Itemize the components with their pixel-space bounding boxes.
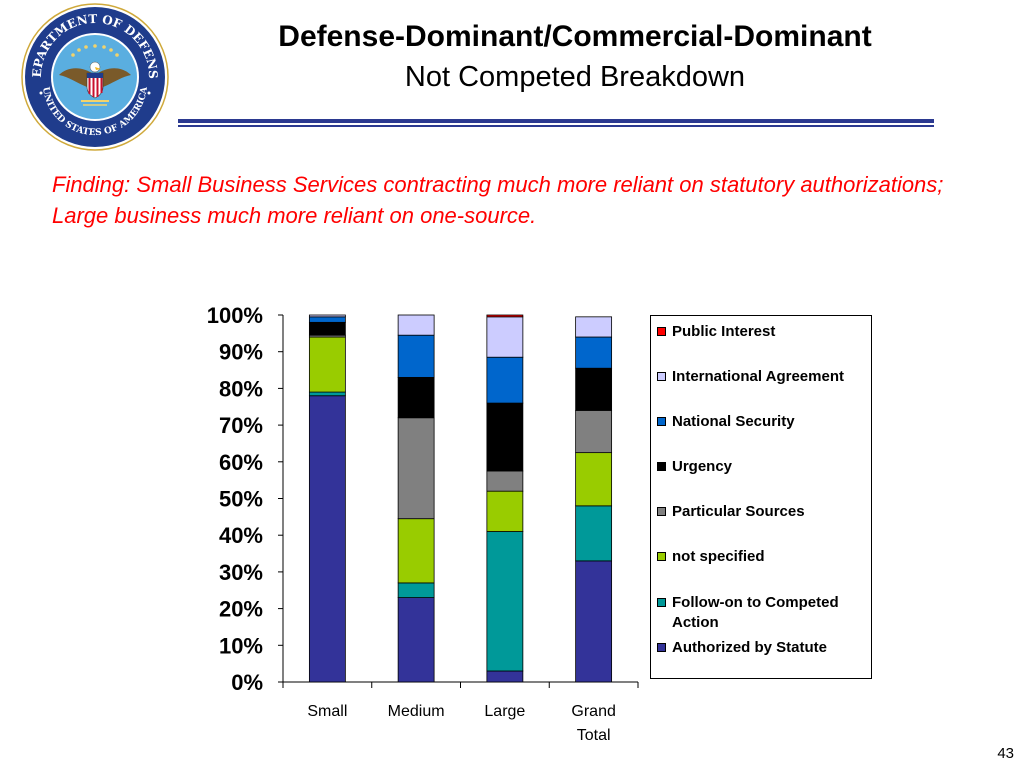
bar-segment [486,470,524,492]
bar-segment [397,334,435,378]
page-number: 43 [997,745,1014,762]
x-tick-label: Grand Total [571,703,615,744]
bar-segment [486,402,524,472]
legend-swatch [657,327,666,336]
bar-segment [575,367,613,411]
bar-segment [308,336,346,393]
bar-segment [486,356,524,404]
legend-swatch [657,372,666,381]
bar-segment [397,582,435,598]
bar-segment [486,531,524,672]
bar-segment [575,505,613,562]
legend-label: Follow-on to Competed Action [672,594,839,631]
y-tick-label: 70% [219,413,263,438]
legend-swatch [657,417,666,426]
x-tick-label: Medium [388,703,445,720]
legend-label: not specified [672,548,765,565]
legend-swatch [657,462,666,471]
y-tick-label: 60% [219,450,263,475]
bar-segment [397,518,435,584]
bar-segment [308,391,346,397]
bar-segment [397,376,435,419]
legend-swatch [657,507,666,516]
bar-segment [486,670,524,683]
y-tick-label: 100% [207,303,263,328]
legend-swatch [657,643,666,652]
slide-title: Defense-Dominant/Commercial-Dominant [278,20,872,53]
y-tick-label: 20% [219,597,263,622]
header-rule-thick [178,119,934,123]
y-tick-label: 0% [231,670,263,695]
bar-segment [486,316,524,358]
header-rule-thin [178,125,934,127]
bar-segment [397,597,435,683]
bar-segment [486,490,524,532]
legend-label: Urgency [672,458,733,475]
bar-segment [308,395,346,683]
bar-segment [575,336,613,369]
y-tick-label: 40% [219,523,263,548]
x-tick-label: Large [484,703,525,720]
bar-segment [575,316,613,338]
legend-label: Particular Sources [672,503,805,520]
slide-subtitle: Not Competed Breakdown [404,61,746,93]
chart-legend: Public Interest International Agreement Na… [650,315,872,679]
bar-segment [308,314,346,318]
legend-label: Authorized by Statute [672,639,828,656]
dod-seal-logo: DEPARTMENT OF DEFENSE UNITED STATES OF A… [21,3,169,151]
bar-segment [397,417,435,520]
bar-segment [308,316,346,323]
finding-text: Finding: Small Business Services contrac… [52,172,944,228]
legend-label: International Agreement [672,368,844,385]
bar-segment [308,321,346,336]
bar-segment [486,314,524,318]
bar-segment [575,452,613,507]
legend-swatch [657,598,666,607]
legend-label: National Security [672,413,795,430]
x-tick-label: Small [307,703,347,720]
legend-swatch [657,552,666,561]
y-tick-label: 30% [219,560,263,585]
bar-segment [575,410,613,454]
legend-label: Public Interest [672,323,776,340]
bar-segment [575,560,613,683]
y-tick-label: 10% [219,633,263,658]
y-tick-label: 80% [219,376,263,401]
bar-segment [397,314,435,336]
y-tick-label: 50% [219,487,263,512]
y-tick-label: 90% [219,340,263,365]
